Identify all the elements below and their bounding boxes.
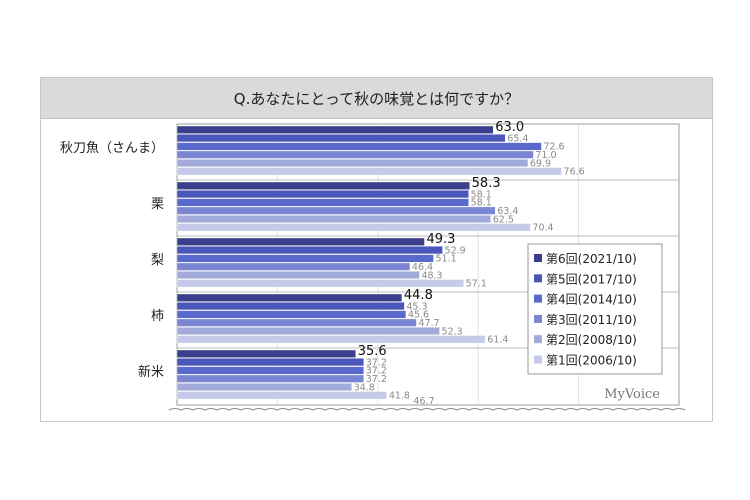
value-label: 58.3 xyxy=(472,176,501,191)
legend-entry: 第2回(2008/10) xyxy=(546,333,637,347)
bar xyxy=(176,134,506,143)
legend-entry: 第5回(2017/10) xyxy=(546,272,637,286)
value-label: 71.0 xyxy=(535,150,556,161)
legend-swatch xyxy=(534,314,542,323)
bar xyxy=(176,391,388,400)
bar xyxy=(176,327,440,336)
legend-swatch xyxy=(534,355,542,364)
bar xyxy=(176,167,562,176)
bar xyxy=(176,223,531,232)
value-label: 58.1 xyxy=(471,189,492,200)
bar xyxy=(176,374,364,383)
value-label: 34.8 xyxy=(354,382,375,393)
value-label: 49.3 xyxy=(426,232,455,247)
legend-box xyxy=(527,243,663,375)
legend-entry: 第4回(2014/10) xyxy=(546,293,637,307)
value-label: 46.4 xyxy=(412,262,433,273)
category-label: 栗 xyxy=(151,197,164,212)
value-label: 37.2 xyxy=(366,366,387,377)
bar xyxy=(176,198,469,207)
bar xyxy=(176,237,425,246)
bar xyxy=(176,366,364,375)
bar xyxy=(176,246,443,255)
bar xyxy=(176,302,405,311)
legend-swatch xyxy=(534,254,542,262)
value-label: 35.6 xyxy=(358,344,387,359)
value-label: 44.8 xyxy=(404,288,433,303)
value-label: 58.1 xyxy=(471,198,492,209)
bar xyxy=(176,310,407,319)
bar xyxy=(176,254,434,263)
category-label: 新米 xyxy=(138,364,164,380)
value-label: 46.7 xyxy=(413,396,434,407)
value-label: 57.1 xyxy=(466,279,487,290)
value-label: 52.9 xyxy=(445,245,466,256)
bar xyxy=(176,142,542,151)
value-label: 62.5 xyxy=(493,214,514,225)
bar xyxy=(176,271,420,280)
bar xyxy=(176,158,529,167)
bar xyxy=(176,181,470,190)
value-label: 47.7 xyxy=(418,318,439,329)
brand-logo: MyVoice xyxy=(604,387,660,402)
value-label: 45.6 xyxy=(408,310,429,321)
break-line xyxy=(168,408,686,411)
value-label: 37.2 xyxy=(366,374,387,385)
value-label: 48.3 xyxy=(421,270,442,281)
category-label: 秋刀魚（さんま） xyxy=(60,141,164,156)
chart-title: Q.あなたにとって秋の味覚とは何ですか？ xyxy=(41,78,712,119)
bar xyxy=(176,349,356,358)
bar xyxy=(176,279,464,288)
bar xyxy=(176,358,364,367)
category-label: 柿 xyxy=(151,308,164,324)
legend-swatch xyxy=(534,335,542,344)
value-label: 51.1 xyxy=(436,254,457,265)
bar xyxy=(176,335,486,344)
legend-swatch xyxy=(534,294,542,303)
bar xyxy=(176,214,491,223)
value-label: 52.3 xyxy=(442,326,463,337)
legend-entry: 第1回(2006/10) xyxy=(546,354,637,368)
bar xyxy=(176,150,534,159)
value-label: 63.4 xyxy=(497,206,518,217)
value-label: 41.8 xyxy=(389,391,410,402)
bar xyxy=(176,318,417,327)
bar xyxy=(176,293,403,302)
category-label: 梨 xyxy=(151,253,164,268)
value-label: 70.4 xyxy=(532,223,553,234)
bar xyxy=(176,383,352,392)
value-label: 72.6 xyxy=(543,142,564,153)
value-label: 65.4 xyxy=(507,133,528,144)
legend-swatch xyxy=(534,274,542,283)
bar xyxy=(176,125,494,134)
value-label: 63.0 xyxy=(495,120,524,135)
bar xyxy=(176,206,496,215)
value-label: 61.4 xyxy=(487,335,508,346)
value-label: 69.9 xyxy=(530,158,551,169)
legend-entry: 第3回(2011/10) xyxy=(546,313,637,327)
value-label: 45.3 xyxy=(406,301,427,312)
legend-entry: 第6回(2021/10) xyxy=(546,252,637,266)
bar xyxy=(176,262,411,271)
value-label: 37.2 xyxy=(366,357,387,368)
bar xyxy=(176,190,469,199)
value-label: 76.6 xyxy=(564,167,585,178)
